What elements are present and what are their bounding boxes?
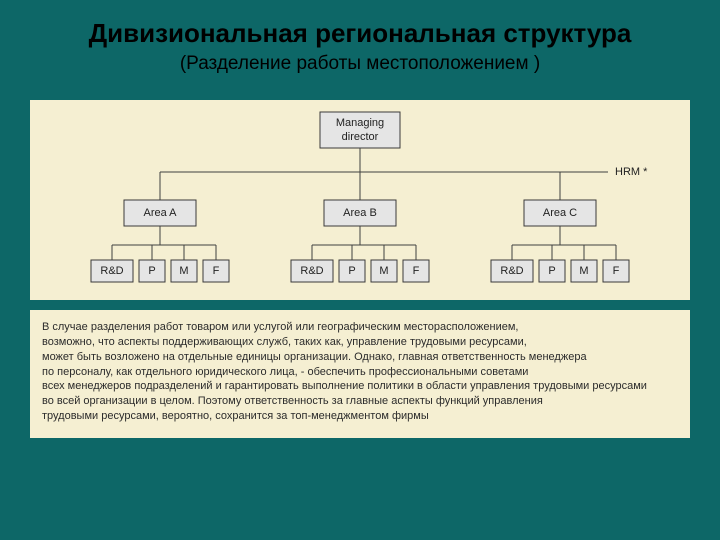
svg-text:P: P [548, 265, 555, 277]
svg-text:M: M [379, 265, 388, 277]
caption-line: может быть возложено на отдельные единиц… [42, 350, 678, 365]
caption-line: всех менеджеров подразделений и гарантир… [42, 379, 678, 394]
svg-text:R&D: R&D [300, 265, 323, 277]
orgchart-panel: Managing director HRM * Area A Area B Area C R… [30, 100, 690, 300]
caption-line: трудовыми ресурсами, вероятно, сохранитс… [42, 409, 678, 424]
svg-text:M: M [179, 265, 188, 277]
svg-text:P: P [148, 265, 155, 277]
slide-title: Дивизиональная региональная структура [0, 0, 720, 49]
caption-panel: В случае разделения работ товаром или ус… [30, 310, 690, 438]
svg-text:Area B: Area B [343, 207, 377, 219]
caption-line: В случае разделения работ товаром или ус… [42, 320, 678, 335]
svg-text:director: director [342, 131, 379, 143]
caption-line: во всей организации в целом. Поэтому отв… [42, 394, 678, 409]
svg-text:Area C: Area C [543, 207, 577, 219]
caption-line: возможно, что аспекты поддерживающих слу… [42, 335, 678, 350]
svg-text:F: F [613, 265, 620, 277]
svg-text:M: M [579, 265, 588, 277]
caption-line: по персоналу, как отдельного юридическог… [42, 365, 678, 380]
orgchart-svg: Managing director HRM * Area A Area B Area C R… [30, 100, 690, 300]
svg-text:Managing: Managing [336, 117, 384, 129]
svg-text:HRM *: HRM * [615, 166, 648, 178]
svg-text:P: P [348, 265, 355, 277]
svg-text:R&D: R&D [500, 265, 523, 277]
svg-text:R&D: R&D [100, 265, 123, 277]
svg-text:F: F [413, 265, 420, 277]
slide-subtitle: (Разделение работы местоположением ) [0, 53, 720, 75]
svg-text:Area A: Area A [143, 207, 177, 219]
slide-root: Дивизиональная региональная структура (Р… [0, 0, 720, 540]
svg-text:F: F [213, 265, 220, 277]
